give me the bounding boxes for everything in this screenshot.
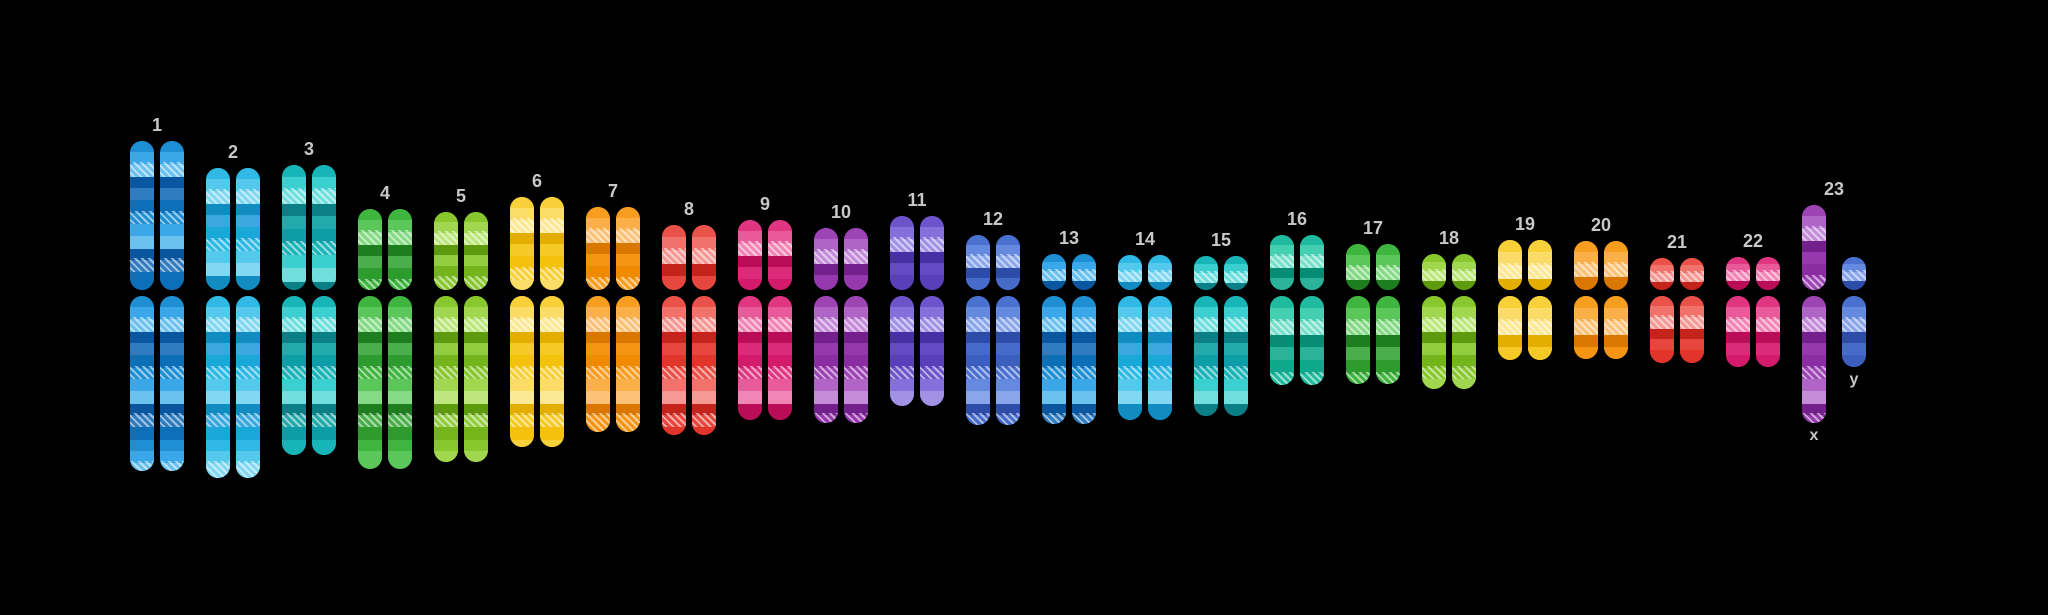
chromosome-pair-10: 10 bbox=[814, 228, 868, 423]
chromosome-label: 21 bbox=[1650, 232, 1704, 253]
chromosome-pair-7: 7 bbox=[586, 207, 640, 432]
chromosome-label: 8 bbox=[662, 199, 716, 220]
chromosome-label: 11 bbox=[890, 190, 944, 211]
chromosome-pair-6: 6 bbox=[510, 197, 564, 447]
chromosome-pair-4: 4 bbox=[358, 209, 412, 469]
chromosome-label: 3 bbox=[282, 139, 336, 160]
chromosome-label: 5 bbox=[434, 186, 488, 207]
chromosome-label: 22 bbox=[1726, 231, 1780, 252]
chromosome-pair-15: 15 bbox=[1194, 256, 1248, 416]
chromosome-pair-20: 20 bbox=[1574, 241, 1628, 359]
chromosome-pair-21: 21 bbox=[1650, 258, 1704, 363]
chromosome-pair-19: 19 bbox=[1498, 240, 1552, 360]
chromosome-label: 7 bbox=[586, 181, 640, 202]
chromosome-label: 18 bbox=[1422, 228, 1476, 249]
chromosome-pair-14: 14 bbox=[1118, 255, 1172, 420]
chromosome-label: 19 bbox=[1498, 214, 1552, 235]
chromosome-label: 1 bbox=[130, 115, 184, 136]
chromosome-pair-5: 5 bbox=[434, 212, 488, 462]
chromosome-label: 12 bbox=[966, 209, 1020, 230]
chromosome-pair-13: 13 bbox=[1042, 254, 1096, 424]
chromosome-pair-23: 23xy bbox=[1802, 205, 1866, 423]
chromosome-label: 6 bbox=[510, 171, 564, 192]
chromosome-label: 2 bbox=[206, 142, 260, 163]
karyotype-diagram: 1234567891011121314151617181920212223xy bbox=[0, 0, 2048, 615]
chromosome-pair-8: 8 bbox=[662, 225, 716, 435]
chromosome-pair-9: 9 bbox=[738, 220, 792, 420]
chromosome-sublabel-x: x bbox=[1802, 427, 1826, 445]
chromosome-pair-18: 18 bbox=[1422, 254, 1476, 389]
chromosome-pair-11: 11 bbox=[890, 216, 944, 406]
chromosome-label: 15 bbox=[1194, 230, 1248, 251]
chromosome-pair-3: 3 bbox=[282, 165, 336, 455]
chromosome-label: 9 bbox=[738, 194, 792, 215]
chromosome-pair-1: 1 bbox=[130, 141, 184, 471]
chromosome-pair-2: 2 bbox=[206, 168, 260, 478]
chromosome-label: 13 bbox=[1042, 228, 1096, 249]
chromosome-label: 10 bbox=[814, 202, 868, 223]
chromosome-label: 20 bbox=[1574, 215, 1628, 236]
chromosome-label: 4 bbox=[358, 183, 412, 204]
chromosome-label: 14 bbox=[1118, 229, 1172, 250]
chromosome-label: 23 bbox=[1802, 179, 1866, 200]
chromosome-sublabel-y: y bbox=[1842, 371, 1866, 389]
chromosome-label: 17 bbox=[1346, 218, 1400, 239]
chromosome-pair-16: 16 bbox=[1270, 235, 1324, 385]
chromosome-pair-22: 22 bbox=[1726, 257, 1780, 367]
chromosome-pair-12: 12 bbox=[966, 235, 1020, 425]
chromosome-label: 16 bbox=[1270, 209, 1324, 230]
chromosome-pair-17: 17 bbox=[1346, 244, 1400, 384]
